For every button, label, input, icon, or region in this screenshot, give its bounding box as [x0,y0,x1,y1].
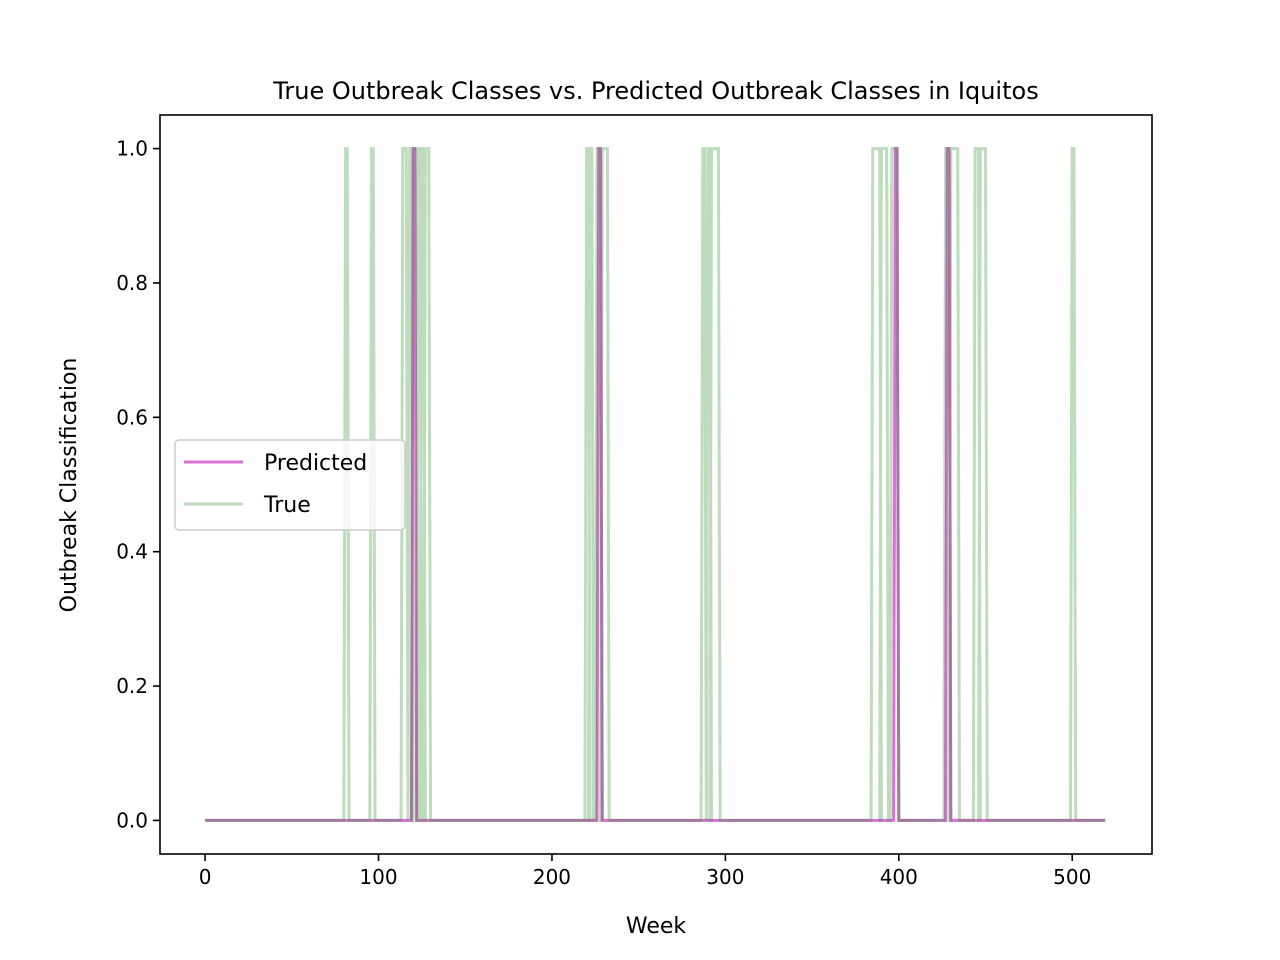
x-tick-label: 0 [199,865,212,889]
x-tick-label: 200 [533,865,571,889]
y-tick-label: 0.8 [116,271,148,295]
x-axis: 0 100 200 300 400 500 [199,854,1091,889]
series-layer [205,147,1106,822]
plot-frame [159,114,1153,855]
x-axis-title: Week [626,914,687,939]
y-tick-label: 0.2 [116,674,148,698]
y-tick-label: 0.6 [116,405,148,429]
y-axis: 0.0 0.2 0.4 0.6 0.8 1.0 [116,137,160,832]
y-tick-label: 1.0 [116,137,148,161]
legend-label-predicted: Predicted [264,451,367,476]
x-tick-label: 100 [359,865,397,889]
series-line-predicted [205,147,1106,822]
y-axis-title: Outbreak Classification [57,358,82,613]
y-tick-label: 0.4 [116,540,148,564]
legend-label-true: True [263,493,311,518]
x-tick-label: 300 [706,865,744,889]
chart-title: True Outbreak Classes vs. Predicted Outb… [272,77,1038,105]
legend: Predicted True [174,439,406,531]
y-tick-label: 0.0 [116,808,148,832]
x-tick-label: 400 [880,865,918,889]
x-tick-label: 500 [1053,865,1091,889]
series-line-true [205,147,1106,822]
